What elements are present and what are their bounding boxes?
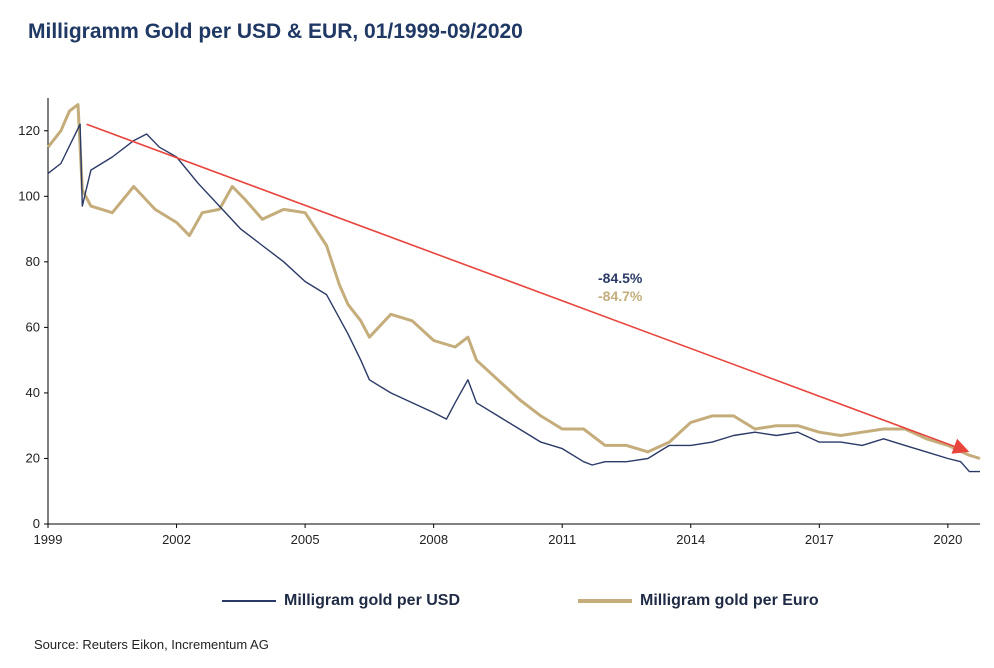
trend-layer — [86, 123, 970, 454]
trend-arrow-line — [86, 123, 955, 448]
y-tick-label: 80 — [26, 254, 40, 269]
y-tick-label: 0 — [33, 516, 40, 531]
x-tick-label: 2020 — [933, 532, 962, 547]
series-line-usd — [47, 123, 980, 473]
series-layer — [46, 103, 981, 473]
x-tick-label: 2005 — [291, 532, 320, 547]
legend-label-usd: Milligram gold per USD — [284, 592, 461, 609]
legend-item-eur: Milligram gold per Euro — [578, 592, 819, 610]
legend-swatch-usd — [222, 600, 276, 602]
legend-item-usd: Milligram gold per USD — [222, 592, 460, 610]
series-line-eur — [46, 103, 981, 460]
x-tick-label: 2002 — [162, 532, 191, 547]
y-tick-label: 40 — [26, 385, 40, 400]
y-axis: 0 20 40 60 80 100 120 — [18, 98, 49, 531]
y-tick-label: 20 — [26, 450, 40, 465]
annotation-eur-change: -84.7% — [598, 288, 643, 304]
legend-swatch-eur — [578, 599, 632, 603]
trend-arrow-head — [951, 438, 970, 454]
x-tick-label: 2011 — [548, 532, 576, 547]
y-tick-label: 60 — [26, 319, 40, 334]
annotation-usd-change: -84.5% — [598, 270, 643, 286]
chart-title: Milligramm Gold per USD & EUR, 01/1999-0… — [28, 20, 523, 43]
legend-label-eur: Milligram gold per Euro — [640, 592, 819, 609]
x-tick-label: 2008 — [419, 532, 448, 547]
x-tick-label: 2014 — [676, 532, 705, 547]
y-tick-label: 120 — [18, 123, 40, 138]
source-note: Source: Reuters Eikon, Incrementum AG — [34, 637, 269, 652]
x-tick-label: 1999 — [34, 532, 63, 547]
x-tick-label: 2017 — [805, 532, 834, 547]
x-axis: 1999 2002 2005 2008 2011 2014 2017 2020 — [34, 523, 980, 547]
y-tick-label: 100 — [18, 188, 40, 203]
